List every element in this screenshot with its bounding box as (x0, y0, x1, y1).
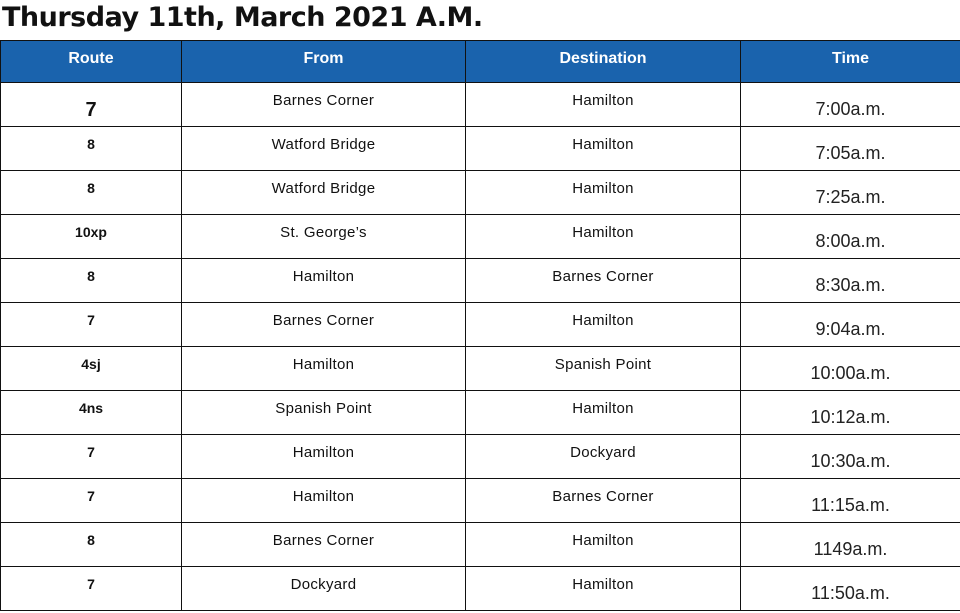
from-cell: Barnes Corner (181, 302, 466, 347)
column-header-from: From (181, 40, 466, 83)
route-cell: 4ns (0, 390, 182, 435)
route-cell: 8 (0, 258, 182, 303)
from-cell: Barnes Corner (181, 82, 466, 127)
time-cell: 10:00a.m. (740, 346, 960, 391)
route-cell: 7 (0, 82, 182, 127)
time-cell: 7:25a.m. (740, 170, 960, 215)
table-row: 10xp St. George’s Hamilton 8:00a.m. (0, 214, 960, 259)
time-cell: 8:30a.m. (740, 258, 960, 303)
destination-cell: Hamilton (465, 390, 741, 435)
page-title: Thursday 11th, March 2021 A.M. (2, 2, 483, 33)
destination-cell: Hamilton (465, 82, 741, 127)
table-row: 8 Barnes Corner Hamilton 1149a.m. (0, 522, 960, 567)
time-cell: 10:30a.m. (740, 434, 960, 479)
table-row: 7 Barnes Corner Hamilton 9:04a.m. (0, 302, 960, 347)
table-row: 7 Barnes Corner Hamilton 7:00a.m. (0, 82, 960, 127)
from-cell: Hamilton (181, 478, 466, 523)
table-row: 8 Watford Bridge Hamilton 7:05a.m. (0, 126, 960, 171)
from-cell: Hamilton (181, 258, 466, 303)
from-cell: Hamilton (181, 434, 466, 479)
destination-cell: Dockyard (465, 434, 741, 479)
time-cell: 11:50a.m. (740, 566, 960, 611)
column-header-destination: Destination (465, 40, 741, 83)
destination-cell: Hamilton (465, 214, 741, 259)
route-cell: 8 (0, 170, 182, 215)
route-cell: 10xp (0, 214, 182, 259)
from-cell: Spanish Point (181, 390, 466, 435)
destination-cell: Hamilton (465, 566, 741, 611)
destination-cell: Hamilton (465, 522, 741, 567)
time-cell: 1149a.m. (740, 522, 960, 567)
time-cell: 9:04a.m. (740, 302, 960, 347)
time-cell: 11:15a.m. (740, 478, 960, 523)
schedule-table: Route From Destination Time 7 Barnes Corn… (0, 40, 960, 611)
table-row: 7 Hamilton Dockyard 10:30a.m. (0, 434, 960, 479)
header-row: Route From Destination Time (0, 40, 960, 83)
time-cell: 7:00a.m. (740, 82, 960, 127)
table-row: 8 Hamilton Barnes Corner 8:30a.m. (0, 258, 960, 303)
table-row: 8 Watford Bridge Hamilton 7:25a.m. (0, 170, 960, 215)
table-row: 4ns Spanish Point Hamilton 10:12a.m. (0, 390, 960, 435)
route-cell: 4sj (0, 346, 182, 391)
from-cell: Barnes Corner (181, 522, 466, 567)
from-cell: St. George’s (181, 214, 466, 259)
from-cell: Watford Bridge (181, 170, 466, 215)
destination-cell: Barnes Corner (465, 478, 741, 523)
from-cell: Dockyard (181, 566, 466, 611)
time-cell: 8:00a.m. (740, 214, 960, 259)
route-cell: 7 (0, 434, 182, 479)
destination-cell: Hamilton (465, 126, 741, 171)
route-cell: 7 (0, 566, 182, 611)
column-header-route: Route (0, 40, 182, 83)
route-cell: 7 (0, 478, 182, 523)
route-cell: 8 (0, 126, 182, 171)
from-cell: Watford Bridge (181, 126, 466, 171)
destination-cell: Barnes Corner (465, 258, 741, 303)
table-row: 7 Hamilton Barnes Corner 11:15a.m. (0, 478, 960, 523)
destination-cell: Spanish Point (465, 346, 741, 391)
destination-cell: Hamilton (465, 170, 741, 215)
table-row: 4sj Hamilton Spanish Point 10:00a.m. (0, 346, 960, 391)
route-cell: 8 (0, 522, 182, 567)
table-row: 7 Dockyard Hamilton 11:50a.m. (0, 566, 960, 611)
destination-cell: Hamilton (465, 302, 741, 347)
time-cell: 10:12a.m. (740, 390, 960, 435)
column-header-time: Time (740, 40, 960, 83)
route-cell: 7 (0, 302, 182, 347)
time-cell: 7:05a.m. (740, 126, 960, 171)
from-cell: Hamilton (181, 346, 466, 391)
